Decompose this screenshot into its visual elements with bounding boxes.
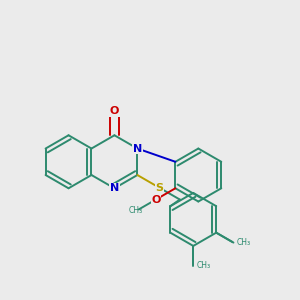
Text: CH₃: CH₃ [129, 206, 143, 215]
Text: O: O [151, 194, 160, 205]
Text: CH₃: CH₃ [196, 261, 210, 270]
Text: S: S [155, 183, 163, 193]
Text: N: N [133, 143, 142, 154]
Text: N: N [110, 183, 119, 193]
Text: CH₃: CH₃ [236, 238, 250, 247]
Text: O: O [110, 106, 119, 116]
